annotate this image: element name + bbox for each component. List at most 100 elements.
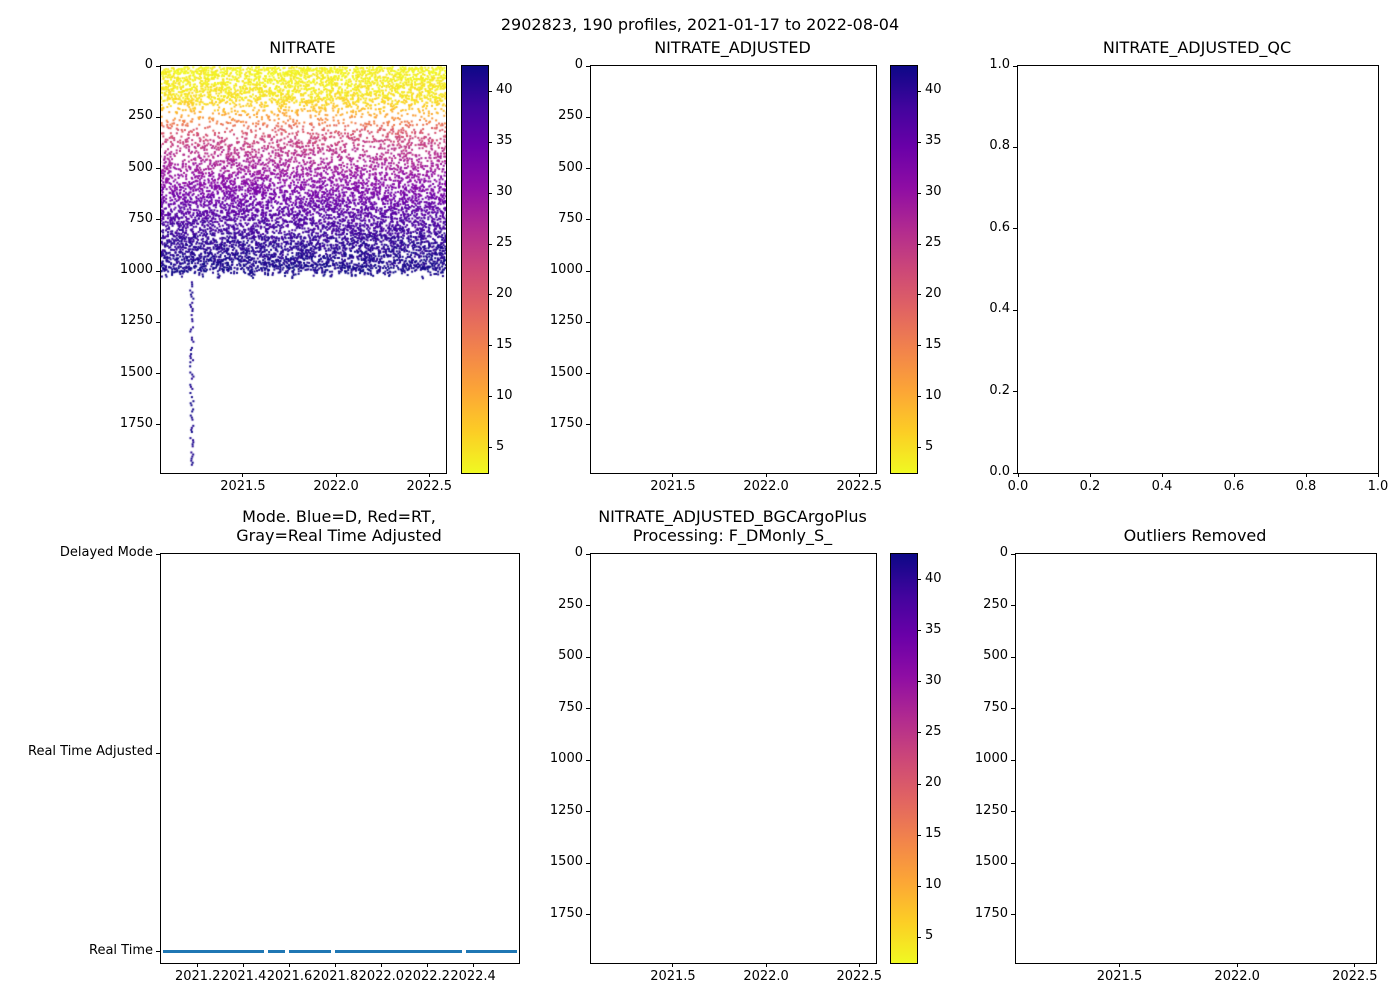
tick-label: 1250 [549, 802, 583, 818]
nitrate-adjusted-colorbar: 5 10 15 20 25 30 35 40 [890, 65, 942, 474]
tick-mark [586, 553, 590, 555]
tick-mark [858, 963, 860, 967]
tick-label: 0.8 [989, 138, 1010, 154]
tick-label: 0.0 [1007, 479, 1029, 494]
tick-mark [380, 963, 382, 967]
tick-label: 20 [496, 285, 513, 301]
tick-label: 2021.5 [1096, 969, 1143, 984]
tick-label: 2022.5 [836, 479, 882, 494]
tick-label: 2022.4 [450, 969, 496, 984]
tick-mark [1011, 759, 1015, 761]
tick-mark [586, 708, 590, 710]
tick-label: 2022.5 [836, 969, 882, 984]
tick-mark [156, 424, 160, 426]
tick-mark [1011, 862, 1015, 864]
tick-label: 1000 [974, 751, 1008, 767]
tick-label: 2022.0 [743, 479, 789, 494]
tick-label: 15 [925, 336, 942, 352]
tick-mark [586, 862, 590, 864]
tick-label: 0.4 [1151, 479, 1173, 494]
figure-suptitle: 2902823, 190 profiles, 2021-01-17 to 202… [500, 15, 900, 34]
mode-title-line2: Gray=Real Time Adjusted [236, 526, 442, 545]
tick-mark [586, 811, 590, 813]
tick-label: 20 [925, 775, 942, 791]
tick-label: 5 [925, 928, 934, 944]
tick-mark [1305, 473, 1307, 477]
tick-mark [586, 914, 590, 916]
tick-label: 500 [558, 159, 583, 175]
tick-mark [1119, 963, 1121, 967]
tick-mark [586, 424, 590, 426]
tick-label: 750 [558, 699, 583, 715]
tick-mark [156, 752, 160, 754]
tick-label: 750 [983, 699, 1008, 715]
tick-mark [586, 219, 590, 221]
tick-label: 10 [925, 387, 942, 403]
tick-label: 750 [128, 210, 153, 226]
tick-label: Real Time [89, 942, 153, 958]
tick-mark [917, 294, 921, 296]
tick-mark [586, 321, 590, 323]
tick-mark [1377, 473, 1379, 477]
tick-mark [917, 783, 921, 785]
tick-label: 1000 [549, 751, 583, 767]
tick-mark [334, 963, 336, 967]
tick-label: 2022.0 [358, 969, 405, 984]
tick-label: 0.2 [1079, 479, 1101, 494]
tick-label: 1250 [119, 313, 153, 329]
tick-mark [488, 141, 492, 143]
tick-mark [488, 447, 492, 449]
tick-label: 30 [925, 672, 942, 688]
tick-label: 1.0 [1367, 479, 1389, 494]
nitrate-adjusted-qc-title: NITRATE_ADJUSTED_QC [1102, 38, 1292, 57]
tick-label: 2022.0 [1214, 969, 1260, 984]
tick-mark [1089, 473, 1091, 477]
tick-mark [289, 963, 290, 967]
bgcargoplus-colorbar: 5 10 15 20 25 30 35 40 [890, 553, 942, 964]
mode-line-segment [465, 950, 517, 954]
tick-mark [917, 834, 921, 836]
tick-label: 2021.8 [312, 969, 359, 984]
tick-mark [917, 630, 921, 632]
tick-mark [1013, 309, 1017, 311]
tick-mark [917, 885, 921, 887]
tick-mark [1013, 65, 1017, 67]
tick-mark [917, 936, 921, 938]
tick-mark [1011, 553, 1015, 555]
tick-label: 40 [496, 82, 513, 98]
tick-label: 250 [983, 596, 1008, 612]
tick-label: 15 [925, 826, 942, 842]
tick-label: 250 [128, 108, 153, 124]
tick-label: 2021.4 [220, 969, 267, 984]
mode-title-line1: Mode. Blue=D, Red=RT, [242, 507, 436, 526]
tick-mark [917, 243, 921, 245]
mode-plot: 2021.2 2021.4 2021.6 2021.8 2022.0 2022.2 2022… [28, 545, 520, 984]
tick-label: 0.2 [989, 382, 1010, 398]
tick-mark [472, 963, 474, 967]
tick-label: 35 [925, 621, 942, 637]
tick-mark [858, 473, 860, 477]
tick-mark [156, 116, 160, 118]
tick-mark [1161, 473, 1163, 477]
tick-mark [917, 90, 921, 92]
tick-mark [917, 579, 921, 581]
tick-mark [1236, 963, 1238, 967]
mode-line-segment [334, 950, 462, 954]
tick-mark [1011, 914, 1015, 916]
tick-label: 0.6 [989, 219, 1010, 235]
outliers-removed-plot: 2021.5 2022.0 2022.5 0 250 500 750 1000 1250 1500… [975, 545, 1378, 984]
tick-label: Real Time Adjusted [28, 744, 153, 760]
tick-mark [586, 168, 590, 170]
tick-label: 0.6 [1223, 479, 1245, 494]
tick-mark [917, 345, 921, 347]
tick-mark [917, 732, 921, 734]
tick-mark [488, 396, 492, 398]
tick-mark [488, 90, 492, 92]
tick-mark [156, 321, 160, 323]
tick-mark [1011, 811, 1015, 813]
tick-mark [917, 192, 921, 194]
tick-mark [1013, 228, 1017, 230]
tick-label: 1750 [974, 905, 1008, 921]
tick-label: 2021.5 [650, 479, 696, 494]
tick-label: 1500 [974, 854, 1008, 870]
